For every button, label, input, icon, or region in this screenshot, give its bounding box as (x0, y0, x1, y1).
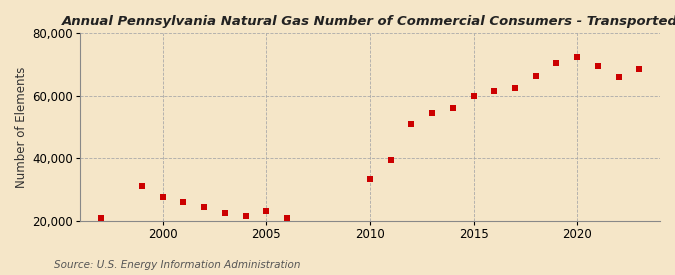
Point (510, 86, 520, 90)
Point (385, 158, 396, 162)
Point (468, 94, 479, 98)
Y-axis label: Number of Elements: Number of Elements (15, 66, 28, 188)
Point (95, 216, 106, 220)
Point (572, 54, 583, 59)
Point (178, 200, 189, 204)
Point (593, 64, 603, 68)
Point (157, 195, 168, 200)
Point (364, 177, 375, 181)
Point (219, 211, 230, 215)
Point (551, 61, 562, 65)
Text: Source: U.S. Energy Information Administration: Source: U.S. Energy Information Administ… (54, 260, 300, 270)
Point (531, 73, 541, 78)
Point (198, 205, 209, 209)
Title: Annual Pennsylvania Natural Gas Number of Commercial Consumers - Transported: Annual Pennsylvania Natural Gas Number o… (62, 15, 675, 28)
Point (406, 122, 416, 126)
Point (261, 209, 272, 214)
Point (448, 106, 458, 111)
Point (634, 67, 645, 72)
Point (281, 216, 292, 220)
Point (489, 89, 500, 93)
Point (613, 75, 624, 79)
Point (240, 214, 251, 218)
Point (427, 111, 437, 115)
Point (136, 184, 147, 189)
